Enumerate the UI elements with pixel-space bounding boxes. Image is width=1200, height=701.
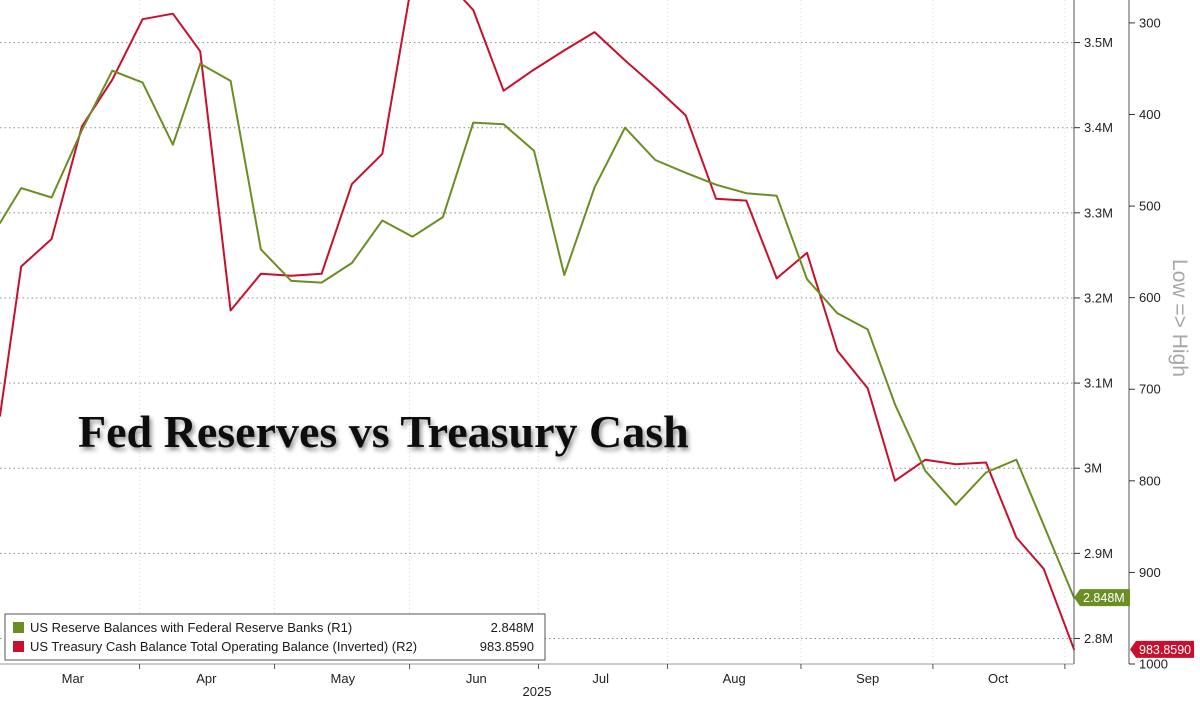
legend-label-r1: US Reserve Balances with Federal Reserve… [30, 620, 352, 635]
r2-tick-label: 800 [1139, 473, 1161, 488]
last-value-tag-text-r1: 2.848M [1083, 591, 1125, 605]
x-tick-label: Apr [196, 671, 217, 686]
gridlines [0, 0, 1074, 664]
legend-value-r2: 983.8590 [480, 639, 534, 654]
legend-swatch-r1 [13, 622, 24, 633]
x-tick-label: Sep [856, 671, 879, 686]
r1-tick-label: 3.4M [1084, 120, 1113, 135]
r1-tick-label: 3.5M [1084, 35, 1113, 50]
r2-tick-label: 1000 [1139, 657, 1168, 672]
last-value-tag-r2 [1130, 640, 1194, 658]
r1-tick-label: 3.3M [1084, 205, 1113, 220]
r1-tick-label: 2.9M [1084, 546, 1113, 561]
r1-tick-label: 3.2M [1084, 290, 1113, 305]
x-tick-label: Oct [988, 671, 1009, 686]
last-value-tag-text-r2: 983.8590 [1139, 643, 1191, 657]
r1-tick-label: 3M [1084, 461, 1102, 476]
r1-axis-ticks: 2.8M 2.9M 3M 3.1M 3.2M 3.3M 3.4M 3.5M [1074, 35, 1113, 646]
x-axis-ticks [139, 664, 1066, 669]
x-tick-label: May [331, 671, 356, 686]
series-lines [0, 0, 1075, 651]
x-tick-label: Jun [466, 671, 487, 686]
r1-tick-label: 3.1M [1084, 376, 1113, 391]
r2-tick-label: 900 [1139, 565, 1161, 580]
r2-tick-label: 300 [1139, 15, 1161, 30]
r2-tick-label: 400 [1139, 107, 1161, 122]
legend-label-r2: US Treasury Cash Balance Total Operating… [30, 639, 417, 654]
last-value-tags: 2.848M 983.8590 [1074, 589, 1194, 658]
x-axis-year-label: 2025 [523, 684, 552, 699]
legend: US Reserve Balances with Federal Reserve… [4, 613, 546, 661]
r1-tick-label: 2.8M [1084, 631, 1113, 646]
r2-tick-label: 500 [1139, 199, 1161, 214]
r2-tick-label: 600 [1139, 290, 1161, 305]
series-line-r2 [0, 0, 1075, 651]
r2-tick-label: 700 [1139, 382, 1161, 397]
x-tick-label: Mar [62, 671, 85, 686]
x-axis-labels: Mar Apr May Jun Jul Aug Sep Oct [62, 671, 1009, 686]
last-value-tag-r1 [1074, 589, 1130, 607]
series-line-r1 [0, 62, 1075, 599]
x-tick-label: Jul [592, 671, 609, 686]
legend-swatch-r2 [13, 641, 24, 652]
right-axis-label: Low => High [1168, 259, 1191, 377]
chart-title: Fed Reserves vs Treasury Cash [78, 406, 689, 457]
legend-value-r1: 2.848M [491, 620, 534, 635]
r2-axis-ticks: 300 400 500 600 700 800 900 1000 [1129, 15, 1168, 672]
x-tick-label: Aug [723, 671, 746, 686]
legend-box [4, 613, 546, 661]
